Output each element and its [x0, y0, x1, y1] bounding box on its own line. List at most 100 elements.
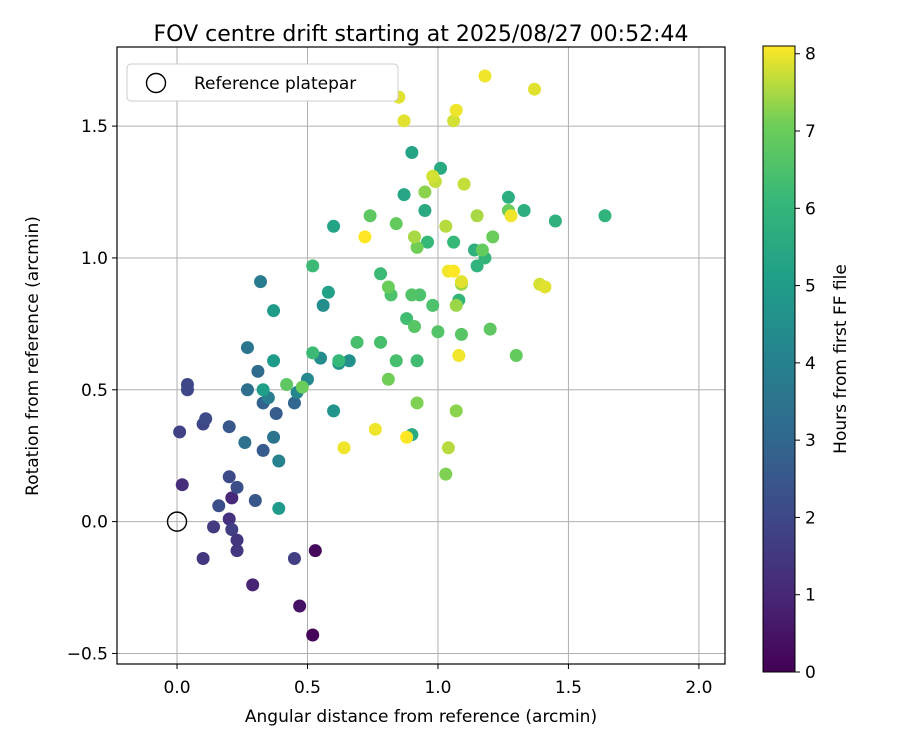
data-point — [452, 349, 466, 362]
colorbar-ticks: 0 1 2 3 4 5 6 7 8 — [795, 45, 816, 683]
data-point — [389, 354, 403, 368]
data-point — [267, 304, 281, 318]
data-point — [199, 412, 213, 426]
chart-title: FOV centre drift starting at 2025/08/27 … — [154, 22, 689, 47]
data-point — [306, 259, 320, 273]
data-point — [272, 501, 286, 515]
data-point — [337, 441, 351, 455]
data-point — [358, 230, 372, 244]
data-point — [517, 203, 531, 217]
data-point — [332, 354, 346, 368]
data-point — [478, 69, 492, 83]
data-point — [272, 454, 286, 468]
data-point — [222, 512, 236, 526]
data-point — [475, 243, 489, 257]
y-tick-label: 0.0 — [81, 513, 108, 533]
data-point — [407, 319, 421, 333]
data-point — [269, 407, 283, 421]
y-tick-label: 1.5 — [81, 117, 108, 137]
data-point — [363, 209, 377, 223]
data-point — [598, 209, 612, 223]
y-tick-label: 0.5 — [81, 381, 108, 401]
data-point — [548, 214, 562, 228]
x-tick-label: 0.5 — [294, 678, 321, 698]
x-tick-label: 1.0 — [424, 678, 451, 698]
reference-marker — [166, 511, 188, 532]
data-point — [431, 325, 445, 339]
colorbar: 0 1 2 3 4 5 6 7 8 Hours from first FF file — [762, 45, 851, 683]
data-point — [483, 322, 497, 336]
data-point — [470, 259, 484, 273]
data-point — [405, 288, 419, 302]
data-point — [222, 470, 236, 484]
data-point — [207, 520, 221, 534]
data-point — [397, 114, 411, 128]
data-point — [295, 380, 309, 394]
data-point — [538, 280, 552, 294]
data-point — [240, 383, 254, 397]
data-point — [447, 264, 461, 278]
data-point — [350, 335, 364, 349]
data-point — [410, 354, 424, 368]
data-point — [457, 177, 471, 191]
colorbar-tick-label: 5 — [805, 277, 816, 297]
data-point — [400, 430, 414, 444]
data-point — [175, 478, 189, 492]
data-point — [418, 185, 432, 199]
data-point — [240, 341, 254, 355]
data-point — [180, 383, 194, 397]
legend-reference-icon — [145, 72, 167, 94]
legend-box — [126, 63, 399, 102]
data-point — [528, 82, 542, 96]
data-point — [389, 217, 403, 231]
colorbar-tick-label: 6 — [805, 199, 816, 219]
data-point — [316, 298, 330, 312]
x-tick-label: 0.0 — [163, 678, 190, 698]
data-point — [397, 188, 411, 202]
data-point — [439, 219, 453, 233]
data-point — [342, 354, 356, 368]
x-axis-ticks: 0.0 0.5 1.0 1.5 2.0 — [163, 664, 712, 698]
data-point — [434, 161, 448, 175]
data-point — [426, 298, 440, 312]
data-point — [256, 383, 270, 397]
data-point — [225, 523, 239, 537]
y-axis-ticks: −0.5 0.0 0.5 1.0 1.5 — [67, 117, 117, 664]
data-point — [306, 346, 320, 360]
data-point — [381, 280, 395, 294]
y-tick-label: 1.0 — [81, 249, 108, 269]
data-point — [470, 209, 484, 223]
data-point — [280, 378, 294, 392]
data-point — [212, 499, 226, 513]
colorbar-tick-label: 8 — [805, 45, 816, 65]
plot-frame — [116, 46, 726, 665]
data-point — [449, 404, 463, 418]
data-point — [381, 372, 395, 386]
data-point — [256, 443, 270, 457]
grid-lines — [117, 47, 725, 664]
data-points — [173, 69, 612, 642]
data-point — [293, 599, 307, 613]
data-point — [410, 396, 424, 410]
data-point — [230, 544, 244, 558]
data-point — [267, 354, 281, 368]
data-point — [368, 422, 382, 436]
colorbar-tick-label: 0 — [805, 663, 816, 683]
data-point — [238, 436, 252, 450]
data-point — [196, 552, 210, 566]
legend-label: Reference platepar — [194, 74, 356, 94]
colorbar-tick-label: 3 — [805, 431, 816, 451]
colorbar-label: Hours from first FF file — [831, 264, 851, 454]
data-point — [308, 544, 322, 558]
data-point — [287, 396, 301, 410]
y-axis-label: Rotation from reference (arcmin) — [23, 216, 43, 496]
colorbar-tick-label: 2 — [805, 508, 816, 528]
data-point — [407, 230, 421, 244]
x-tick-label: 2.0 — [685, 678, 712, 698]
data-point — [439, 467, 453, 481]
y-tick-label: −0.5 — [67, 644, 108, 664]
data-point — [327, 404, 341, 418]
data-point — [449, 103, 463, 117]
data-point — [447, 235, 461, 249]
